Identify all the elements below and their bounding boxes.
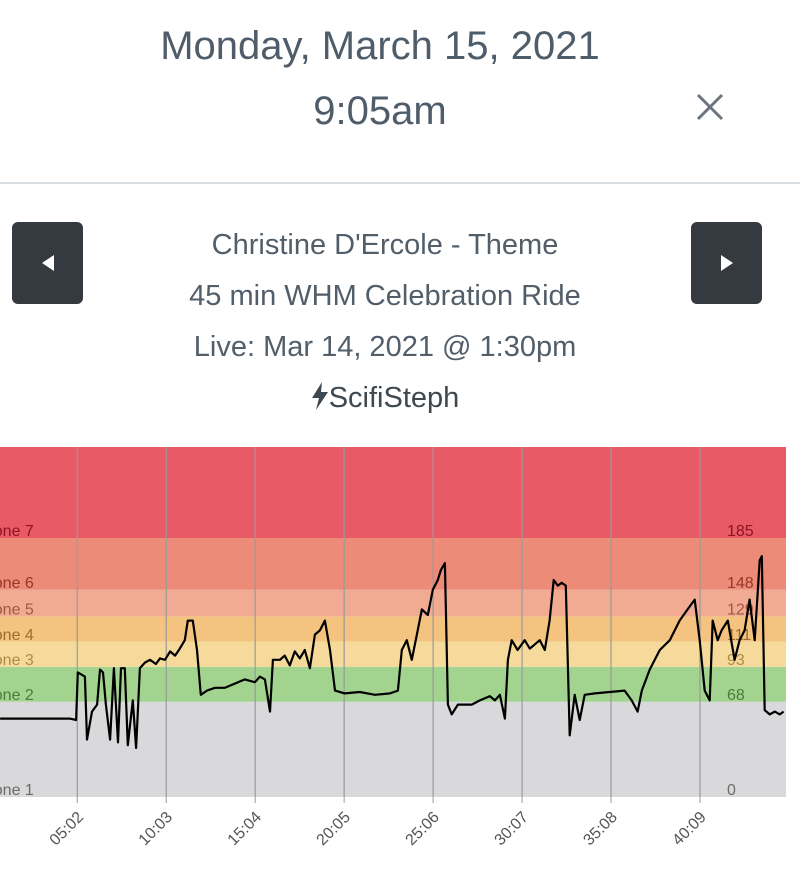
- divider: [0, 182, 800, 184]
- zone-band: [0, 447, 786, 538]
- zone-min-label: 148: [727, 575, 754, 592]
- bolt-icon: [311, 382, 328, 410]
- ride-title: 45 min WHM Celebration Ride: [189, 280, 581, 312]
- zone-label: Zone 2: [0, 687, 34, 704]
- zone-min-label: 185: [727, 523, 754, 540]
- x-tick-label: 15:04: [225, 809, 265, 849]
- zone-label: Zone 3: [0, 652, 34, 669]
- prev-button[interactable]: [12, 222, 83, 304]
- x-tick-label: 40:09: [669, 809, 709, 849]
- x-tick-label: 25:06: [403, 809, 443, 849]
- ride-live: Live: Mar 14, 2021 @ 1:30pm: [193, 331, 577, 363]
- zone-band: [0, 666, 786, 702]
- ride-user: ScifiSteph: [90, 382, 680, 415]
- date: Monday, March 15, 2021: [160, 24, 600, 68]
- x-tick-label: 30:07: [492, 809, 532, 849]
- close-button[interactable]: [696, 93, 724, 121]
- zone-label: Zone 7: [0, 523, 34, 540]
- zone-band: [0, 538, 786, 590]
- zone-band: [0, 589, 786, 617]
- chart: Zone 10Zone 268Zone 393Zone 4111Zone 512…: [0, 447, 786, 849]
- zone-band: [0, 616, 786, 642]
- next-button[interactable]: [691, 222, 762, 304]
- user-name: ScifiSteph: [328, 382, 460, 414]
- zone-label: Zone 5: [0, 602, 34, 619]
- x-tick-label: 35:08: [581, 809, 621, 849]
- ride-instructor: Christine D'Ercole - Theme: [211, 229, 559, 261]
- zone-label: Zone 4: [0, 627, 34, 644]
- x-tick-label: 10:03: [136, 809, 176, 849]
- power-line: [0, 555, 785, 750]
- time: 9:05am: [313, 89, 447, 133]
- x-tick-label: 20:05: [314, 809, 354, 849]
- zone-min-label: 93: [727, 652, 745, 669]
- zone-label: Zone 6: [0, 575, 34, 592]
- x-tick-label: 05:02: [47, 809, 87, 849]
- zone-label: Zone 1: [0, 782, 34, 799]
- zone-band: [0, 641, 786, 667]
- zone-band: [0, 701, 786, 797]
- zone-min-label: 0: [727, 782, 736, 799]
- zone-min-label: 68: [727, 687, 745, 704]
